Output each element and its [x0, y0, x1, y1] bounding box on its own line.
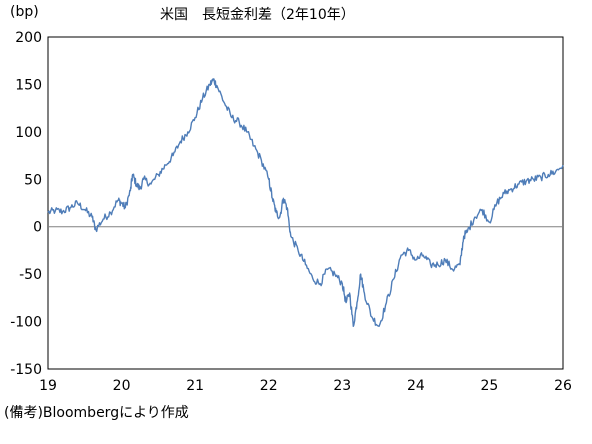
source-note: (備考)Bloombergにより作成: [4, 405, 189, 421]
spread-series-line: [47, 78, 564, 327]
y-tick-label: -50: [19, 267, 42, 283]
x-tick-label: 24: [407, 378, 425, 394]
x-tick-label: 23: [333, 378, 351, 394]
y-tick-label: 100: [15, 125, 42, 141]
x-tick-label: 19: [39, 378, 57, 394]
y-tick-label: -150: [10, 362, 42, 378]
y-tick-label: 50: [24, 172, 42, 188]
x-tick-label: 22: [260, 378, 278, 394]
y-tick-label: 200: [15, 30, 42, 46]
y-tick-label: -100: [10, 315, 42, 331]
x-tick-label: 20: [113, 378, 131, 394]
chart-title: 米国 長短金利差（2年10年）: [160, 7, 355, 23]
x-tick-label: 25: [481, 378, 499, 394]
y-tick-label: 0: [33, 220, 42, 236]
x-tick-label: 26: [554, 378, 572, 394]
plot-area-frame: [47, 36, 564, 370]
x-tick-label: 21: [186, 378, 204, 394]
y-axis-unit-label: (bp): [10, 4, 39, 20]
y-tick-label: 150: [15, 77, 42, 93]
